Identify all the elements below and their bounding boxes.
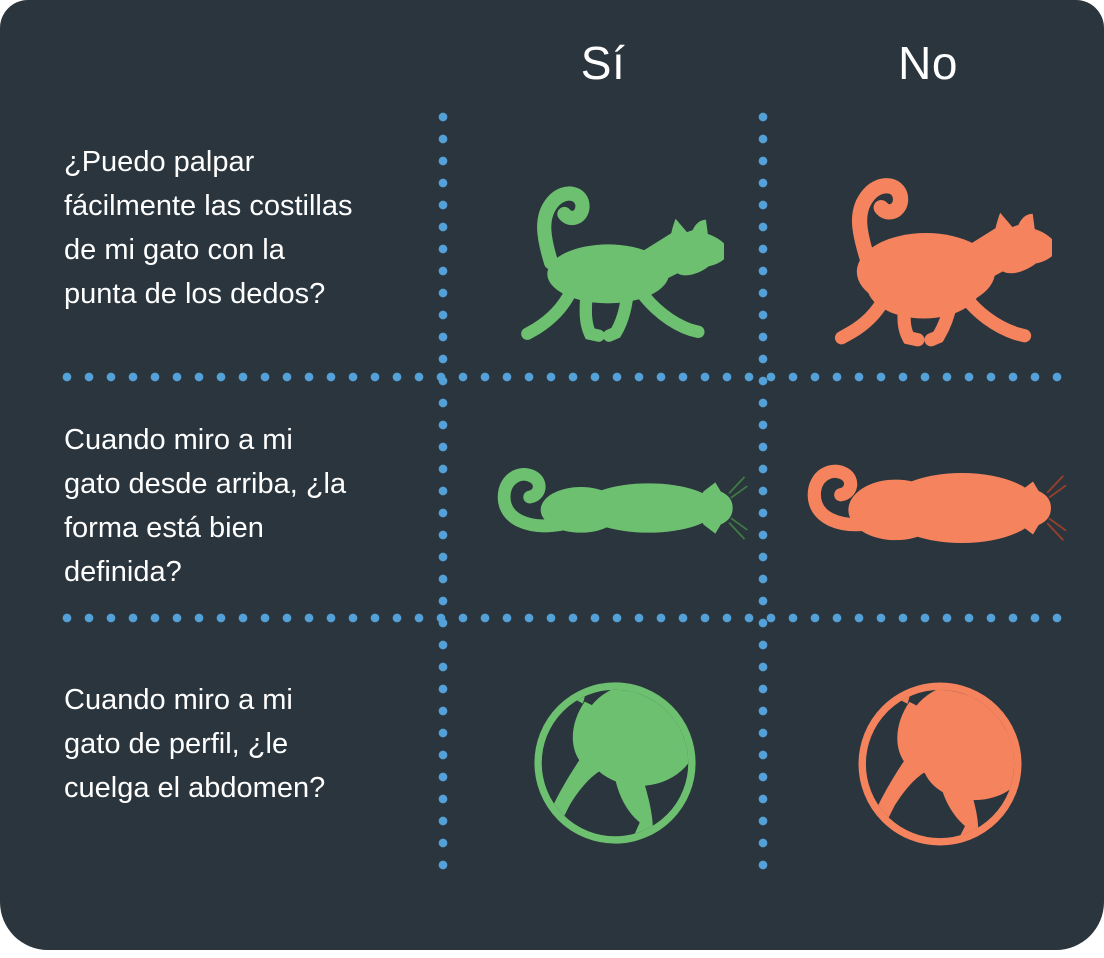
- grid-dotted-horizontal-line-2: [62, 613, 1070, 623]
- hanging-abdomen-circle-icon: [858, 682, 1022, 846]
- slim-cat-top-view-icon: [497, 468, 748, 540]
- slim-cat-side-walking-icon: [521, 186, 724, 342]
- overweight-cat-side-walking-icon: [834, 178, 1052, 347]
- question-top-shape: Cuando miro a mi gato desde arriba, ¿la …: [64, 424, 347, 588]
- grid-dotted-vertical-line-1: [438, 112, 448, 874]
- overweight-cat-top-view-icon: [807, 464, 1067, 544]
- question-ribs: ¿Puedo palpar fácilmente las costillas d…: [64, 146, 353, 310]
- question-abdomen: Cuando miro a mi gato de perfil, ¿le cue…: [64, 684, 326, 804]
- grid-dotted-vertical-line-2: [758, 112, 768, 874]
- grid-dotted-horizontal-line-1: [62, 372, 1070, 382]
- column-header-yes: Sí: [580, 37, 626, 89]
- tucked-abdomen-circle-icon: [534, 682, 696, 844]
- column-header-no: No: [898, 37, 958, 89]
